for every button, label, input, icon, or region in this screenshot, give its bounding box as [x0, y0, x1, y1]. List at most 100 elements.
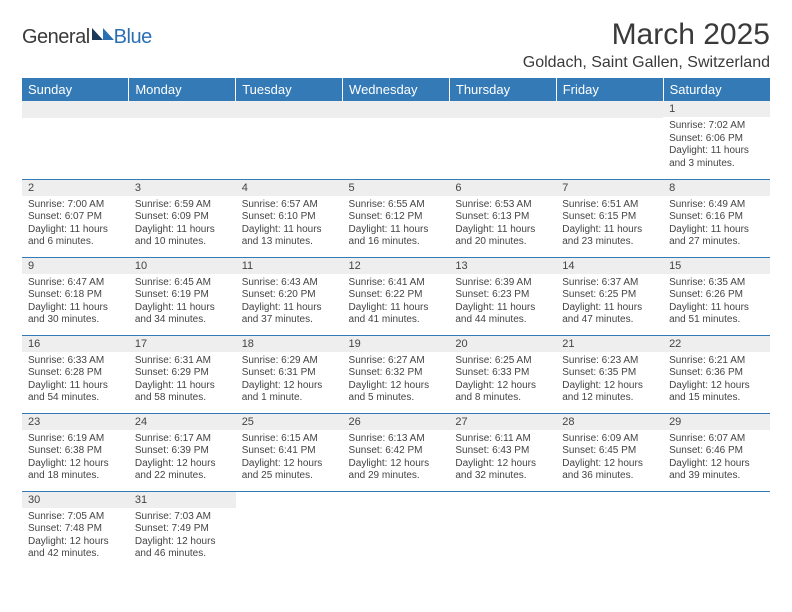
sunrise-text: Sunrise: 6:13 AM [349, 433, 444, 446]
sunrise-text: Sunrise: 6:19 AM [28, 433, 123, 446]
sunrise-text: Sunrise: 6:23 AM [562, 355, 657, 368]
calendar-day-cell: 25Sunrise: 6:15 AMSunset: 6:41 PMDayligh… [236, 413, 343, 491]
daylight-text: Daylight: 11 hours and 3 minutes. [669, 145, 764, 170]
calendar-day-cell: 11Sunrise: 6:43 AMSunset: 6:20 PMDayligh… [236, 257, 343, 335]
calendar-day-cell [236, 491, 343, 569]
calendar-day-cell: 5Sunrise: 6:55 AMSunset: 6:12 PMDaylight… [343, 179, 450, 257]
day-number: 5 [343, 180, 450, 196]
sunrise-text: Sunrise: 6:11 AM [455, 433, 550, 446]
sunrise-text: Sunrise: 6:29 AM [242, 355, 337, 368]
daylight-text: Daylight: 12 hours and 29 minutes. [349, 458, 444, 483]
sunrise-text: Sunrise: 6:17 AM [135, 433, 230, 446]
day-number: 11 [236, 258, 343, 274]
day-details: Sunrise: 6:39 AMSunset: 6:23 PMDaylight:… [449, 274, 556, 331]
day-details: Sunrise: 6:23 AMSunset: 6:35 PMDaylight:… [556, 352, 663, 409]
daylight-text: Daylight: 11 hours and 58 minutes. [135, 380, 230, 405]
day-details: Sunrise: 6:47 AMSunset: 6:18 PMDaylight:… [22, 274, 129, 331]
location-subtitle: Goldach, Saint Gallen, Switzerland [523, 54, 770, 72]
sunset-text: Sunset: 6:07 PM [28, 211, 123, 224]
weekday-header: Wednesday [343, 78, 450, 101]
calendar-day-cell: 28Sunrise: 6:09 AMSunset: 6:45 PMDayligh… [556, 413, 663, 491]
sunset-text: Sunset: 6:13 PM [455, 211, 550, 224]
sunrise-text: Sunrise: 6:55 AM [349, 199, 444, 212]
daylight-text: Daylight: 11 hours and 6 minutes. [28, 224, 123, 249]
sunrise-text: Sunrise: 6:51 AM [562, 199, 657, 212]
calendar-day-cell [236, 101, 343, 179]
sunset-text: Sunset: 6:12 PM [349, 211, 444, 224]
sunset-text: Sunset: 6:43 PM [455, 445, 550, 458]
daylight-text: Daylight: 11 hours and 20 minutes. [455, 224, 550, 249]
day-details: Sunrise: 6:45 AMSunset: 6:19 PMDaylight:… [129, 274, 236, 331]
sunrise-text: Sunrise: 6:15 AM [242, 433, 337, 446]
sunset-text: Sunset: 6:25 PM [562, 289, 657, 302]
day-number: 6 [449, 180, 556, 196]
sunrise-text: Sunrise: 6:37 AM [562, 277, 657, 290]
day-number: 9 [22, 258, 129, 274]
day-details: Sunrise: 6:13 AMSunset: 6:42 PMDaylight:… [343, 430, 450, 487]
day-number: 19 [343, 336, 450, 352]
page-header: General Blue March 2025 Goldach, Saint G… [22, 18, 770, 72]
day-details: Sunrise: 6:49 AMSunset: 6:16 PMDaylight:… [663, 196, 770, 253]
sunrise-text: Sunrise: 6:49 AM [669, 199, 764, 212]
sunset-text: Sunset: 6:26 PM [669, 289, 764, 302]
day-number: 26 [343, 414, 450, 430]
weekday-header: Thursday [449, 78, 556, 101]
sunset-text: Sunset: 6:39 PM [135, 445, 230, 458]
calendar-day-cell: 23Sunrise: 6:19 AMSunset: 6:38 PMDayligh… [22, 413, 129, 491]
calendar-day-cell: 4Sunrise: 6:57 AMSunset: 6:10 PMDaylight… [236, 179, 343, 257]
daylight-text: Daylight: 12 hours and 8 minutes. [455, 380, 550, 405]
day-number: 20 [449, 336, 556, 352]
day-number: 13 [449, 258, 556, 274]
calendar-day-cell [449, 101, 556, 179]
calendar-week-row: 30Sunrise: 7:05 AMSunset: 7:48 PMDayligh… [22, 491, 770, 569]
daylight-text: Daylight: 11 hours and 51 minutes. [669, 302, 764, 327]
day-details: Sunrise: 6:07 AMSunset: 6:46 PMDaylight:… [663, 430, 770, 487]
day-number: 3 [129, 180, 236, 196]
day-number: 22 [663, 336, 770, 352]
day-number-empty [236, 101, 343, 118]
sunset-text: Sunset: 6:45 PM [562, 445, 657, 458]
calendar-day-cell: 17Sunrise: 6:31 AMSunset: 6:29 PMDayligh… [129, 335, 236, 413]
day-details: Sunrise: 7:05 AMSunset: 7:48 PMDaylight:… [22, 508, 129, 565]
day-details: Sunrise: 6:17 AMSunset: 6:39 PMDaylight:… [129, 430, 236, 487]
calendar-day-cell: 20Sunrise: 6:25 AMSunset: 6:33 PMDayligh… [449, 335, 556, 413]
day-number: 14 [556, 258, 663, 274]
day-number-empty [129, 101, 236, 118]
calendar-day-cell: 27Sunrise: 6:11 AMSunset: 6:43 PMDayligh… [449, 413, 556, 491]
calendar-day-cell [343, 491, 450, 569]
calendar-day-cell: 26Sunrise: 6:13 AMSunset: 6:42 PMDayligh… [343, 413, 450, 491]
day-details: Sunrise: 6:35 AMSunset: 6:26 PMDaylight:… [663, 274, 770, 331]
day-number: 8 [663, 180, 770, 196]
sunrise-text: Sunrise: 6:47 AM [28, 277, 123, 290]
day-details: Sunrise: 7:00 AMSunset: 6:07 PMDaylight:… [22, 196, 129, 253]
sunset-text: Sunset: 6:18 PM [28, 289, 123, 302]
calendar-day-cell: 19Sunrise: 6:27 AMSunset: 6:32 PMDayligh… [343, 335, 450, 413]
day-number: 24 [129, 414, 236, 430]
day-details: Sunrise: 6:27 AMSunset: 6:32 PMDaylight:… [343, 352, 450, 409]
calendar-day-cell: 9Sunrise: 6:47 AMSunset: 6:18 PMDaylight… [22, 257, 129, 335]
sunrise-text: Sunrise: 6:07 AM [669, 433, 764, 446]
day-number: 1 [663, 101, 770, 117]
calendar-day-cell [556, 101, 663, 179]
calendar-week-row: 16Sunrise: 6:33 AMSunset: 6:28 PMDayligh… [22, 335, 770, 413]
month-title: March 2025 [523, 18, 770, 52]
calendar-day-cell: 13Sunrise: 6:39 AMSunset: 6:23 PMDayligh… [449, 257, 556, 335]
calendar-day-cell: 2Sunrise: 7:00 AMSunset: 6:07 PMDaylight… [22, 179, 129, 257]
calendar-day-cell [556, 491, 663, 569]
calendar-day-cell: 12Sunrise: 6:41 AMSunset: 6:22 PMDayligh… [343, 257, 450, 335]
day-number: 31 [129, 492, 236, 508]
sunset-text: Sunset: 6:15 PM [562, 211, 657, 224]
daylight-text: Daylight: 12 hours and 39 minutes. [669, 458, 764, 483]
daylight-text: Daylight: 11 hours and 23 minutes. [562, 224, 657, 249]
daylight-text: Daylight: 11 hours and 41 minutes. [349, 302, 444, 327]
sunset-text: Sunset: 6:38 PM [28, 445, 123, 458]
daylight-text: Daylight: 11 hours and 13 minutes. [242, 224, 337, 249]
logo-flag-icon [92, 24, 114, 40]
day-number: 23 [22, 414, 129, 430]
day-details: Sunrise: 6:51 AMSunset: 6:15 PMDaylight:… [556, 196, 663, 253]
day-details: Sunrise: 6:21 AMSunset: 6:36 PMDaylight:… [663, 352, 770, 409]
sunrise-text: Sunrise: 6:33 AM [28, 355, 123, 368]
day-number: 30 [22, 492, 129, 508]
sunset-text: Sunset: 6:06 PM [669, 133, 764, 146]
daylight-text: Daylight: 11 hours and 30 minutes. [28, 302, 123, 327]
